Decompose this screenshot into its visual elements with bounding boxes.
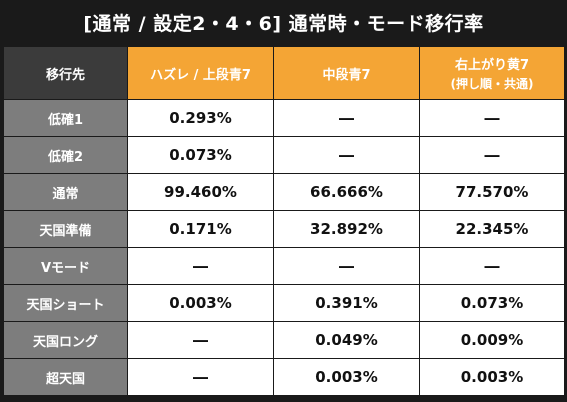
row-header: 天国ロング: [3, 321, 128, 359]
table-row: Vモード ― ― ―: [3, 247, 565, 285]
table-cell: 32.892%: [273, 210, 420, 248]
row-header: 天国ショート: [3, 284, 128, 322]
column-header-sub: (押し順・共通): [450, 77, 534, 91]
column-header-hazure: ハズレ / 上段青7: [127, 46, 274, 100]
row-header: 超天国: [3, 358, 128, 396]
table-cell: 77.570%: [419, 173, 565, 211]
table-cell: ―: [127, 247, 274, 285]
column-header-chudan: 中段青7: [273, 46, 420, 100]
table-row: 天国ショート 0.003% 0.391% 0.073%: [3, 284, 565, 322]
column-header-migiagari: 右上がり黄7 (押し順・共通): [419, 46, 565, 100]
header-row: 移行先 ハズレ / 上段青7 中段青7 右上がり黄7 (押し順・共通): [3, 46, 565, 100]
table-cell: 0.073%: [127, 136, 274, 174]
table-cell: ―: [127, 358, 274, 396]
table-cell: 0.003%: [273, 358, 420, 396]
table-cell: 0.009%: [419, 321, 565, 359]
table-cell: ―: [419, 99, 565, 137]
table-cell: ―: [273, 247, 420, 285]
table-row: 通常 99.460% 66.666% 77.570%: [3, 173, 565, 211]
row-header: 天国準備: [3, 210, 128, 248]
table-cell: 66.666%: [273, 173, 420, 211]
row-header: 低確2: [3, 136, 128, 174]
table-cell: 99.460%: [127, 173, 274, 211]
table-cell: 0.073%: [419, 284, 565, 322]
table-row: 天国ロング ― 0.049% 0.009%: [3, 321, 565, 359]
table-cell: ―: [419, 136, 565, 174]
row-header: Vモード: [3, 247, 128, 285]
table-cell: ―: [273, 136, 420, 174]
column-header-label: ハズレ / 上段青7: [150, 67, 251, 83]
row-header: 通常: [3, 173, 128, 211]
table-cell: ―: [127, 321, 274, 359]
table-row: 低確2 0.073% ― ―: [3, 136, 565, 174]
column-header-label: 中段青7: [322, 67, 371, 83]
table-cell: ―: [273, 99, 420, 137]
table-cell: ―: [419, 247, 565, 285]
table-cell: 0.049%: [273, 321, 420, 359]
mode-transition-table: 移行先 ハズレ / 上段青7 中段青7 右上がり黄7 (押し順・共通) 低確1 …: [3, 46, 565, 396]
table-cell: 0.391%: [273, 284, 420, 322]
corner-header: 移行先: [3, 46, 128, 100]
table-cell: 0.003%: [419, 358, 565, 396]
table-row: 天国準備 0.171% 32.892% 22.345%: [3, 210, 565, 248]
table-title: [通常 / 設定2・4・6] 通常時・モード移行率: [83, 13, 484, 35]
column-header-label: 右上がり黄7: [454, 58, 530, 73]
table-cell: 0.293%: [127, 99, 274, 137]
table-cell: 0.171%: [127, 210, 274, 248]
table-cell: 0.003%: [127, 284, 274, 322]
row-header: 低確1: [3, 99, 128, 137]
table-row: 低確1 0.293% ― ―: [3, 99, 565, 137]
table-row: 超天国 ― 0.003% 0.003%: [3, 358, 565, 396]
table-cell: 22.345%: [419, 210, 565, 248]
